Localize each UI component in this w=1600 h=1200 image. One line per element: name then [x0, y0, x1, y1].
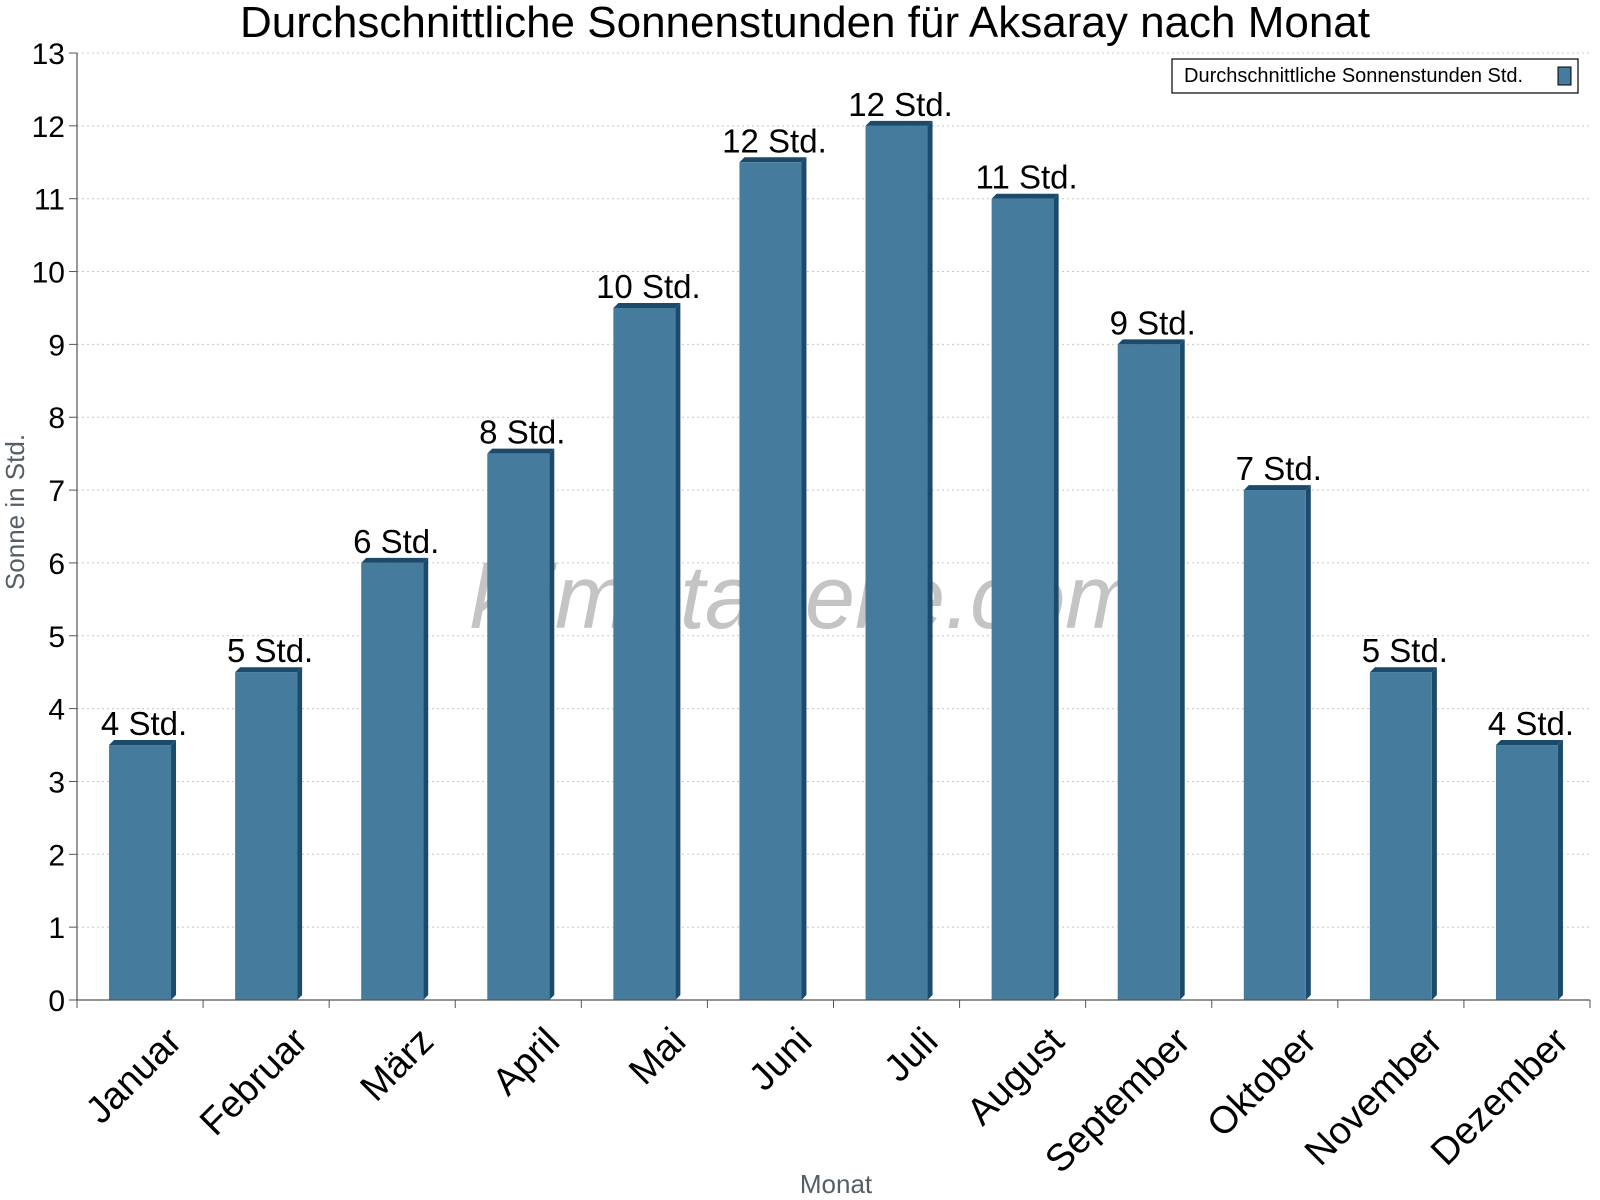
bar-side [1305, 485, 1311, 1001]
x-tick-label: Februar [192, 1020, 316, 1144]
data-label: 4 Std. [101, 705, 187, 742]
bar-top [109, 740, 177, 746]
data-label: 11 Std. [976, 159, 1078, 196]
y-tick-label: 6 [48, 548, 65, 581]
x-tick-label: März [353, 1020, 442, 1109]
bar-side [675, 302, 681, 1000]
data-label: 10 Std. [596, 268, 701, 305]
bar-top [739, 157, 807, 163]
bar-face [739, 162, 802, 1000]
y-axis-title: Sonne in Std. [0, 434, 30, 590]
bar-side [549, 448, 555, 1001]
x-tick-label: Januar [78, 1020, 190, 1132]
bar [1243, 485, 1311, 1001]
bar-top [991, 193, 1059, 199]
y-tick-label: 1 [48, 912, 65, 945]
bar-top [487, 448, 555, 454]
x-tick-label: Juni [741, 1020, 820, 1099]
data-label: 5 Std. [227, 632, 313, 669]
y-tick-label: 13 [32, 38, 65, 71]
bar-top [865, 120, 933, 126]
bar-top [1369, 667, 1437, 673]
bar-top [235, 667, 303, 673]
bar-face [1495, 745, 1558, 1000]
bar [487, 448, 555, 1001]
y-tick-label: 12 [32, 111, 65, 144]
bar-side [1053, 193, 1059, 1000]
bar-face [1369, 672, 1432, 1000]
data-labels: 4 Std. 5 Std. 6 Std. 8 Std. 10 Std. 12 Std. 12… [101, 86, 1574, 742]
bar-side [801, 157, 807, 1000]
x-tick-label: Oktober [1199, 1020, 1325, 1146]
y-tick-label: 0 [48, 985, 65, 1018]
bar [109, 740, 177, 1000]
bar [361, 557, 429, 1000]
bar-face [109, 745, 172, 1000]
bar [865, 120, 933, 1001]
legend-label: Durchschnittliche Sonnenstunden Std. [1184, 65, 1523, 87]
y-tick-label: 10 [32, 257, 65, 290]
y-tick-label: 3 [48, 766, 65, 799]
bar-top [1495, 740, 1563, 746]
bar [613, 302, 681, 1000]
bar-side [1557, 740, 1563, 1000]
bar-face [1243, 490, 1306, 1000]
y-tick-label: 11 [34, 184, 65, 217]
y-tick-label: 8 [48, 402, 65, 435]
data-label: 7 Std. [1236, 450, 1322, 487]
bar-side [1431, 667, 1437, 1000]
x-tick-label: April [485, 1020, 568, 1103]
bar [991, 193, 1059, 1000]
x-tick-label: August [959, 1020, 1073, 1134]
x-tick-label: Dezember [1423, 1020, 1577, 1174]
data-label: 9 Std. [1110, 304, 1196, 341]
x-tick-label: November [1297, 1020, 1451, 1174]
bar [1495, 740, 1563, 1000]
x-tick-label: Juli [876, 1020, 946, 1090]
data-label: 6 Std. [353, 523, 439, 560]
bar-face [865, 125, 928, 1001]
bar-face [487, 453, 550, 1001]
bar-face [613, 307, 676, 1000]
bar-side [1179, 339, 1185, 1000]
bar-top [1117, 339, 1185, 345]
bars [109, 120, 1563, 1001]
y-tick-label: 7 [48, 475, 65, 508]
bar-top [361, 557, 429, 563]
legend: Durchschnittliche Sonnenstunden Std. [1171, 58, 1579, 94]
gridlines [77, 52, 1590, 928]
bar-side [423, 557, 429, 1000]
bar [235, 667, 303, 1000]
bar [1117, 339, 1185, 1000]
y-tick-label: 9 [48, 329, 65, 362]
y-tick-label: 5 [48, 621, 65, 654]
data-label: 12 Std. [722, 122, 827, 159]
bar-side [171, 740, 177, 1000]
data-label: 8 Std. [479, 414, 565, 451]
x-axis-title: Monat [800, 1169, 873, 1199]
data-label: 12 Std. [848, 86, 953, 123]
data-label: 5 Std. [1362, 632, 1448, 669]
bar-face [235, 672, 298, 1000]
bar-side [297, 667, 303, 1000]
chart-title: Durchschnittliche Sonnenstunden für Aksa… [240, 0, 1370, 47]
bar-top [1243, 485, 1311, 491]
y-tick-label: 4 [48, 694, 65, 727]
bar [1369, 667, 1437, 1000]
bar-top [613, 302, 681, 308]
y-tick-label: 2 [48, 839, 65, 872]
bar-face [1117, 344, 1180, 1000]
bar-side [927, 120, 933, 1001]
bar-face [361, 562, 424, 1000]
bar-face [991, 198, 1054, 1000]
legend-box [1171, 58, 1579, 94]
bar [739, 157, 807, 1000]
data-label: 4 Std. [1488, 705, 1574, 742]
x-tick-label: Mai [621, 1020, 694, 1093]
legend-swatch [1557, 66, 1572, 86]
